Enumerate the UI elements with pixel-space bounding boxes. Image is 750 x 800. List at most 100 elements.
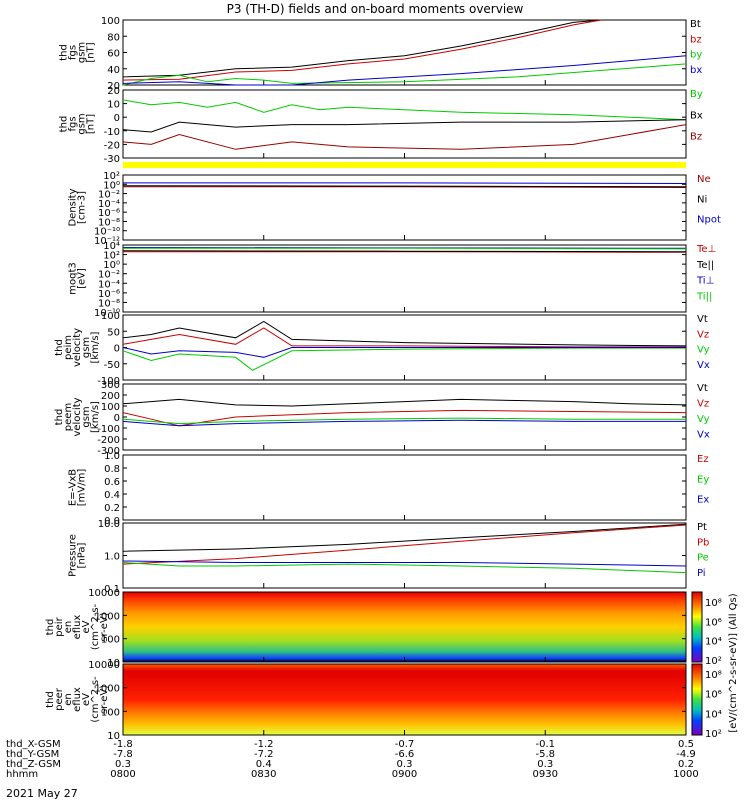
ytick-label: 60 (107, 49, 120, 60)
xaxis-value: 0930 (533, 769, 558, 780)
legend-Ni: Ni (697, 194, 707, 205)
series-Pe (122, 562, 687, 574)
ylabel-line: gsm (81, 406, 92, 427)
ytick-label: 10⁻⁶ (98, 208, 120, 219)
chart-title: P3 (TH-D) fields and on-board moments ov… (227, 2, 524, 16)
xaxis-value: 0830 (251, 769, 276, 780)
ytick-label: 0 (114, 344, 120, 355)
legend-Vx: Vx (697, 360, 710, 371)
ytick-label: 10 (107, 658, 120, 669)
ylabel-line: fgs (68, 45, 79, 60)
series-Vz (122, 409, 687, 427)
ytick-label: 10.0 (98, 519, 120, 530)
colorbar-tick-label: 10⁸ (705, 598, 722, 609)
series-by (122, 63, 687, 86)
legend-Ey: Ey (697, 474, 709, 485)
series-Bt (122, 19, 602, 78)
ylabel-line: sr-eV) (99, 685, 110, 714)
legend-Vt: Vt (697, 383, 708, 394)
ytick-label: 10⁻⁸ (98, 217, 120, 228)
legend-Bx: Bx (690, 110, 703, 121)
ylabel-density: Density[cm-3] (68, 188, 88, 226)
colorbar: 10⁸ 10⁶ 10⁴ 10² 10⁸ 10⁶ 10⁴ 10² [eV/(cm^2-s-sr-e… (691, 591, 739, 740)
ylabel-line: en (63, 621, 74, 634)
ytick-label: 100 (101, 311, 120, 322)
colorbar-tick-label: 10⁴ (705, 637, 722, 648)
ytick-label: 0.0 (104, 516, 120, 527)
ytick-label: 10⁻² (98, 190, 120, 201)
ytick-label: -100 (97, 424, 120, 435)
ytick-label: 0 (114, 413, 120, 424)
ylabel-line: gsm (77, 42, 88, 63)
ylabel-line: gsm (77, 113, 88, 134)
ytick-label: 100 (101, 16, 120, 27)
xaxis-value: 0.4 (256, 759, 272, 770)
xaxis-value: -0.1 (535, 739, 555, 750)
ytick-label: 10⁴ (103, 241, 120, 252)
ytick-label: 10⁰ (103, 260, 120, 271)
legend-Te||: Te|| (696, 260, 714, 271)
xaxis-value: 1000 (673, 769, 698, 780)
series-Pb (122, 524, 687, 565)
ytick-label: 10⁻⁶ (98, 289, 120, 300)
ylabel-line: (cm^2-s- (90, 603, 101, 650)
ytick-label: 10⁻¹² (94, 236, 120, 247)
ytick-label: 10⁻⁴ (98, 279, 120, 290)
spectrogram-image (123, 592, 686, 662)
colorbar-tick-label: 10⁶ (705, 617, 722, 628)
series-Vt (122, 398, 687, 407)
ylabel-line: peir (54, 616, 65, 636)
ylabel-line: peem (63, 403, 74, 431)
ylabel-line: [nPa] (77, 542, 88, 568)
ytick-label: 100 (101, 402, 120, 413)
ytick-label: 10⁻⁸ (98, 298, 120, 309)
ytick-label: -20 (104, 140, 120, 151)
ytick-label: 10² (103, 251, 120, 262)
ylabel-line: en (63, 693, 74, 706)
legend-Ne: Ne (697, 174, 711, 185)
ytick-label: 20 (107, 81, 120, 92)
spectrogram-image (123, 664, 686, 735)
legend-bx: bx (690, 65, 702, 76)
ytick-label: -100 (97, 376, 120, 387)
panel-frame (122, 383, 687, 451)
series-Te|| (122, 250, 687, 253)
ylabel-line: velocity (72, 397, 83, 436)
series-Vy (122, 347, 686, 371)
series-Ne (123, 186, 687, 188)
ylabel-line: [mV/m] (77, 469, 88, 507)
panel-efield: 1.0 0.8 0.6 0.4 0.2 0.0 E=-VxB[mV/m] Ez Ey Ex (68, 451, 710, 527)
ylabel-line: thd (54, 409, 65, 426)
ylabel-line: E=-VxB (68, 469, 79, 506)
series-bx (122, 55, 687, 86)
xaxis-value: -5.8 (535, 749, 555, 760)
ytick-label: 0.1 (104, 584, 120, 595)
ytick-label: 20 (107, 86, 120, 97)
ylabel-efield: E=-VxB[mV/m] (68, 469, 88, 507)
legend-Te⊥: Te⊥ (696, 244, 716, 255)
xaxis-value: 0800 (110, 769, 135, 780)
series-Vz (122, 327, 686, 348)
ylabel-line: fgs (68, 116, 79, 131)
xaxis-value: 0.5 (678, 739, 694, 750)
panel-frame (122, 454, 687, 521)
legend-Vt: Vt (697, 314, 708, 325)
ylabel-line: [nT] (86, 42, 97, 62)
legend-Ti||: Ti|| (696, 291, 712, 302)
legend-Ez: Ez (697, 454, 709, 465)
ylabel-line: Density (68, 188, 79, 226)
panel-frame (122, 244, 687, 313)
colorbar-label: [eV/(cm^2-s-sr-eV)] (All Qs) (728, 593, 739, 732)
legend-Bz: Bz (690, 132, 702, 143)
series-By (122, 99, 687, 121)
panel-frame (122, 522, 687, 589)
panel-peer-spec: 10000 1000 100 10 thdpeerenefluxeV(cm^2-s-sr… (45, 660, 687, 742)
xaxis-row-label: hhmm (6, 769, 38, 780)
